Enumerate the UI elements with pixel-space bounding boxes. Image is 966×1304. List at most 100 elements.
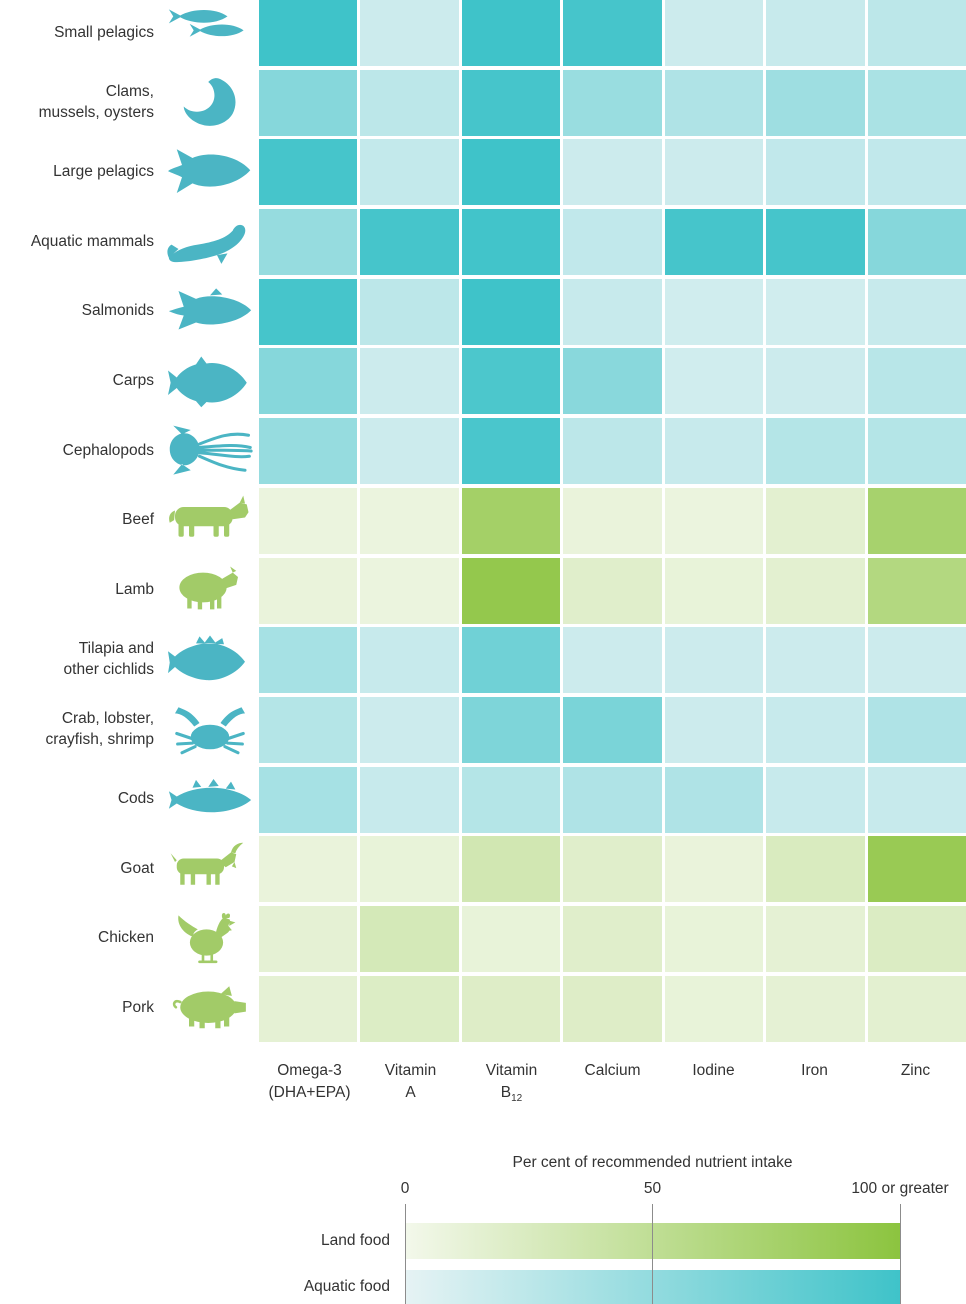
row-label: Large pelagics: [53, 162, 154, 180]
heatmap-cell: [360, 627, 459, 694]
row-label: Clams, mussels, oysters: [38, 82, 154, 121]
heatmap-cell: [563, 0, 662, 66]
salmonids-icon: [160, 279, 259, 345]
row-label: Salmonids: [81, 302, 154, 320]
row-cells: [259, 696, 966, 763]
carps-icon: [160, 348, 259, 414]
column-label: Vitamin A: [384, 1062, 437, 1101]
heatmap-cell: [766, 418, 865, 485]
heatmap-cell: [867, 487, 966, 554]
heatmap-cell: [360, 139, 459, 206]
legend-title: Per cent of recommended nutrient intake: [512, 1154, 793, 1171]
heatmap-cell: [766, 348, 865, 415]
heatmap-cell: [259, 766, 358, 833]
row-cells: [259, 139, 966, 206]
heatmap-cell: [766, 836, 865, 903]
row-label: Chicken: [98, 929, 154, 947]
heatmap-cell: [664, 766, 764, 833]
heatmap-cell: [664, 836, 764, 903]
heatmap-cell: [259, 627, 358, 694]
heatmap-cell: [766, 696, 865, 763]
heatmap-cell: [563, 487, 662, 554]
heatmap-cell: [360, 209, 459, 276]
large-pelagics-icon: [160, 139, 259, 205]
heatmap-cell: [259, 975, 358, 1042]
heatmap-cell: [360, 836, 459, 903]
heatmap-row: Chicken: [0, 905, 966, 972]
heatmap-cell: [867, 836, 966, 903]
heatmap-cell: [461, 557, 561, 624]
heatmap-row: Lamb: [0, 557, 966, 624]
row-cells: [259, 836, 966, 903]
tilapia-icon: [160, 627, 259, 693]
heatmap-cell: [461, 905, 561, 972]
heatmap-cell: [766, 278, 865, 345]
heatmap-cell: [259, 836, 358, 903]
heatmap-cell: [664, 557, 764, 624]
row-cells: [259, 69, 966, 136]
legend-tick-line: [899, 1204, 901, 1304]
heatmap-cell: [259, 209, 358, 276]
heatmap-cell: [461, 139, 561, 206]
heatmap-cell: [563, 627, 662, 694]
heatmap-cell: [664, 627, 764, 694]
heatmap-cell: [461, 348, 561, 415]
heatmap-cell: [664, 905, 764, 972]
legend-tick-label: 100 or greater: [851, 1180, 949, 1197]
heatmap-cell: [766, 557, 865, 624]
column-label: Zinc: [900, 1062, 931, 1079]
clams-icon: [160, 70, 259, 136]
heatmap-cell: [360, 487, 459, 554]
heatmap-cell: [461, 278, 561, 345]
heatmap-cell: [259, 487, 358, 554]
heatmap-cell: [664, 487, 764, 554]
heatmap-cell: [259, 278, 358, 345]
heatmap-cell: [461, 209, 561, 276]
row-label: Cods: [117, 790, 154, 808]
heatmap-cell: [664, 209, 764, 276]
heatmap-cell: [867, 139, 966, 206]
row-cells: [259, 209, 966, 276]
sheep-icon: [160, 558, 259, 624]
row-label: Goat: [120, 859, 154, 877]
heatmap-row: Carps: [0, 348, 966, 415]
row-cells: [259, 627, 966, 694]
row-cells: [259, 487, 966, 554]
row-cells: [259, 766, 966, 833]
heatmap-cell: [360, 348, 459, 415]
heatmap-cell: [461, 627, 561, 694]
heatmap-cell: [360, 0, 459, 66]
heatmap-cell: [360, 278, 459, 345]
heatmap-row: Pork: [0, 975, 966, 1042]
row-cells: [259, 0, 966, 66]
heatmap-cell: [867, 0, 966, 66]
heatmap-cell: [461, 418, 561, 485]
column-labels: Omega-3 (DHA+EPA) Vitamin A Vitamin B12 Calciu…: [259, 1060, 966, 1106]
row-label: Beef: [122, 511, 154, 529]
heatmap-cell: [259, 69, 358, 136]
rooster-icon: [160, 906, 259, 972]
heatmap-cell: [259, 557, 358, 624]
heatmap-cell: [766, 975, 865, 1042]
heatmap-cell: [766, 487, 865, 554]
heatmap-cell: [563, 209, 662, 276]
heatmap-cell: [563, 278, 662, 345]
heatmap-cell: [563, 69, 662, 136]
column-label: Vitamin B12: [485, 1062, 538, 1104]
heatmap-cell: [259, 348, 358, 415]
heatmap-cell: [563, 766, 662, 833]
heatmap-cell: [259, 696, 358, 763]
heatmap-cell: [867, 766, 966, 833]
heatmap-cell: [563, 348, 662, 415]
row-label: Crab, lobster, crayfish, shrimp: [45, 709, 154, 748]
column-label: Calcium: [584, 1062, 641, 1079]
heatmap-cell: [766, 139, 865, 206]
legend-tick-label: 0: [400, 1180, 410, 1197]
heatmap-cell: [360, 69, 459, 136]
heatmap-cell: [360, 557, 459, 624]
heatmap-cell: [664, 348, 764, 415]
heatmap-cell: [259, 905, 358, 972]
row-cells: [259, 418, 966, 485]
heatmap-cell: [766, 209, 865, 276]
heatmap-cell: [766, 627, 865, 694]
